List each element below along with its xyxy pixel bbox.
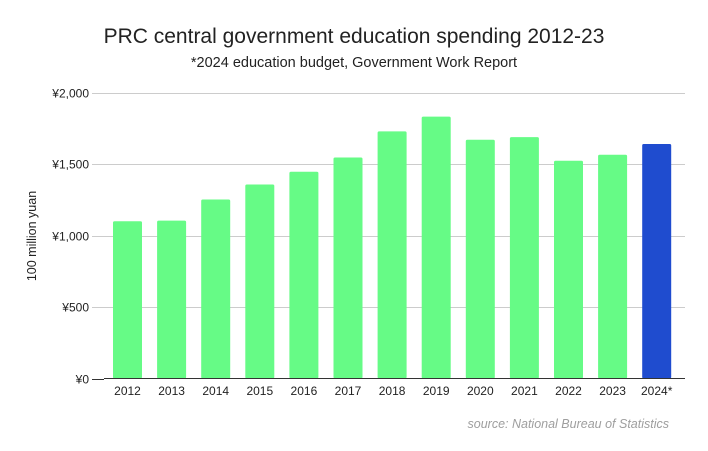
x-tick-label: 2016 (291, 384, 318, 398)
bar-2016 (289, 171, 319, 379)
bar-2018 (377, 131, 407, 379)
x-tick-label: 2014 (202, 384, 229, 398)
y-tick-label: ¥500 (61, 301, 89, 315)
bar-2019 (421, 116, 451, 379)
bar-2022 (554, 160, 583, 379)
y-tick-label: ¥1,000 (51, 230, 89, 244)
x-tick-label: 2021 (511, 384, 538, 398)
x-tick-label: 2024* (641, 384, 673, 398)
bar-2012 (113, 221, 142, 379)
y-tick-label: ¥2,000 (51, 87, 89, 101)
y-tick-label: ¥0 (75, 373, 90, 387)
bar-2014 (201, 199, 231, 379)
bar-2023 (598, 154, 628, 379)
x-axis-tick-labels: 2012 2013 2014 2015 2016 2017 2018 2019 2020 2021… (114, 384, 673, 398)
bar-2013 (157, 220, 187, 379)
x-tick-label: 2013 (158, 384, 185, 398)
x-tick-label: 2018 (379, 384, 406, 398)
x-tick-label: 2015 (246, 384, 273, 398)
x-tick-label: 2023 (599, 384, 626, 398)
bar-2020 (465, 139, 495, 379)
x-tick-label: 2012 (114, 384, 141, 398)
x-tick-label: 2022 (555, 384, 582, 398)
bars (113, 116, 672, 379)
bar-2015 (245, 184, 275, 379)
bar-2024-star (642, 144, 672, 379)
y-tick-label: ¥1,500 (51, 158, 89, 172)
x-tick-label: 2017 (335, 384, 362, 398)
y-axis-tick-labels: ¥0 ¥500 ¥1,000 ¥1,500 ¥2,000 (51, 87, 89, 387)
chart-title: PRC central government education spendin… (104, 25, 605, 48)
x-tick-label: 2020 (467, 384, 494, 398)
x-tick-label: 2019 (423, 384, 450, 398)
y-axis-label: 100 million yuan (25, 191, 39, 281)
chart-subtitle: *2024 education budget, Government Work … (191, 55, 517, 71)
source-note: source: National Bureau of Statistics (468, 417, 670, 431)
bar-2021 (509, 137, 539, 379)
bar-2017 (333, 157, 363, 379)
